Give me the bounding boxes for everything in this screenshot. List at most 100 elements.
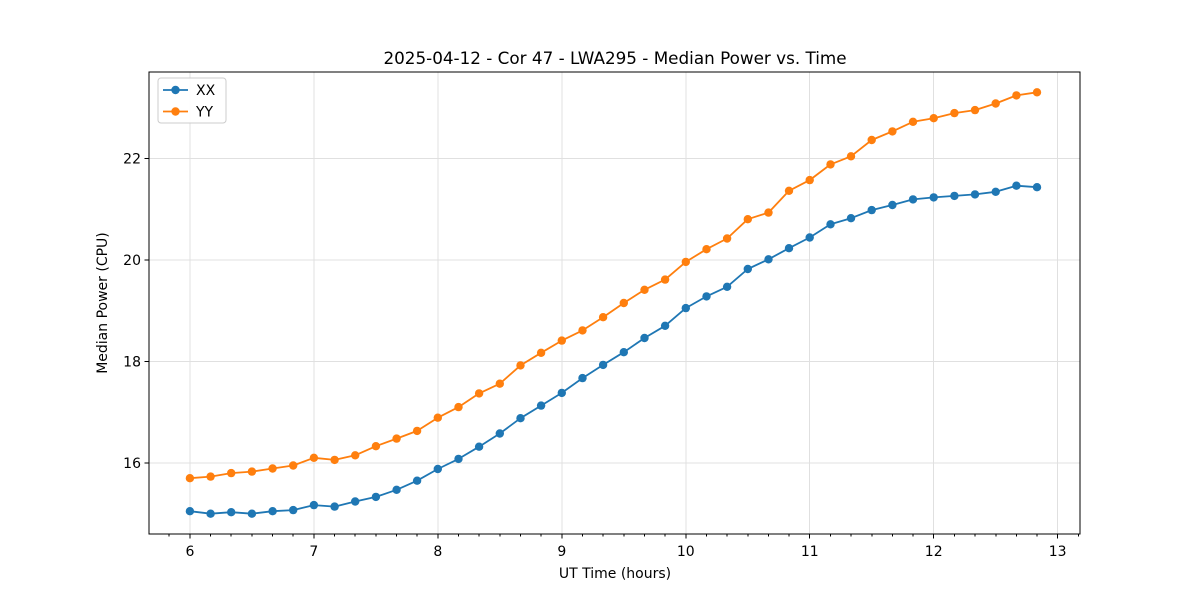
series-XX-point: [309, 500, 319, 510]
series-YY-point: [247, 467, 257, 476]
series-YY-point: [805, 175, 814, 185]
series-YY-point: [681, 257, 690, 267]
x-axis-label: UT Time (hours): [559, 566, 671, 582]
series-YY-point: [929, 114, 938, 123]
series-YY-point: [784, 186, 794, 195]
y-tick-label: 16: [123, 456, 141, 472]
series-XX-point: [289, 505, 298, 515]
gridlines: [149, 72, 1080, 534]
series-XX-point: [412, 476, 422, 485]
series-XX-point: [247, 509, 257, 518]
series-YY-point: [660, 275, 670, 284]
series-XX: [185, 181, 1042, 518]
series-YY-point: [640, 285, 649, 294]
series-XX-point: [1032, 183, 1042, 192]
plot-area: 6 7 8 9 10 11 12 13 16 18 20 22: [123, 71, 1081, 560]
series-YY-point: [743, 215, 752, 224]
series-YY-point: [846, 152, 856, 161]
series-YY-point: [557, 336, 566, 345]
series-YY-point: [371, 442, 381, 451]
series-XX-point: [578, 373, 587, 383]
series-YY-point: [970, 105, 980, 115]
series-YY-point: [598, 313, 608, 322]
legend-item-YY: YY: [163, 105, 214, 121]
series-YY-point: [991, 99, 1000, 108]
y-tick-label: 18: [123, 354, 141, 370]
series-XX-point: [619, 348, 628, 357]
series-YY-point: [536, 348, 546, 357]
series-XX-point: [516, 414, 525, 423]
x-tick-label: 6: [185, 544, 194, 560]
series-YY-point: [578, 326, 587, 335]
series-YY-point: [495, 379, 504, 388]
legend-label: YY: [195, 105, 214, 121]
series-XX-point: [846, 214, 856, 223]
series-XX-point: [702, 292, 711, 301]
y-axis-label: Median Power (CPU): [95, 232, 111, 374]
axes-background: [149, 72, 1080, 534]
series-XX-point: [950, 191, 959, 201]
series-YY-point: [392, 434, 401, 443]
series-XX-point: [227, 508, 236, 517]
series-YY-point: [289, 461, 298, 470]
y-tick-label: 22: [123, 151, 141, 167]
series-YY-point: [826, 160, 835, 169]
x-tick-label: 8: [433, 544, 442, 560]
legend-marker-circle-icon: [171, 85, 180, 95]
series-YY-point: [185, 474, 195, 483]
x-tick-label: 13: [1049, 544, 1067, 560]
series-XX-point: [805, 233, 814, 242]
series-XX-point: [743, 264, 752, 274]
legend: XX YY: [157, 77, 227, 124]
series-YY-point: [1012, 91, 1021, 100]
series-XX-point: [991, 187, 1000, 196]
series-XX-point: [557, 388, 566, 398]
series-YY-point: [764, 208, 773, 217]
series-YY-point: [227, 468, 236, 478]
series-XX-point: [433, 464, 442, 474]
series-YY-point: [454, 402, 463, 412]
series-XX-point: [495, 429, 504, 438]
series-YY-point: [474, 389, 484, 398]
x-tick-label: 10: [677, 544, 695, 560]
series-YY-point: [619, 298, 628, 308]
series-XX-point: [351, 497, 360, 506]
series-YY-point: [309, 453, 319, 462]
series-XX-point: [206, 509, 215, 518]
series-YY-point: [867, 135, 876, 145]
series-XX-point: [929, 193, 938, 202]
series-XX-point: [784, 244, 794, 253]
legend-label: XX: [196, 83, 216, 99]
series-XX-point: [268, 507, 277, 516]
series-YY-point: [516, 361, 525, 370]
ticks: [144, 157, 1080, 539]
series-YY: [185, 88, 1042, 483]
legend-frame: [157, 77, 227, 124]
series-XX-point: [970, 190, 980, 199]
tick-labels: 6 7 8 9 10 11 12 13 16 18 20 22: [123, 151, 1066, 560]
x-tick-label: 9: [557, 544, 566, 560]
series-XX-point: [867, 205, 876, 215]
series-XX-point: [185, 507, 195, 516]
series-YY-point: [412, 426, 422, 436]
x-tick-label: 11: [801, 544, 819, 560]
x-tick-label: 7: [309, 544, 318, 560]
legend-marker-circle-icon: [171, 107, 180, 116]
series-XX-point: [598, 360, 608, 370]
series-XX-point: [474, 442, 484, 451]
series-YY-point: [206, 472, 215, 481]
axes-spines: [148, 71, 1081, 535]
series-YY-point: [1032, 88, 1042, 97]
series-YY-point: [908, 117, 918, 127]
series-YY-point: [950, 108, 959, 118]
series-YY-point: [722, 234, 732, 243]
series-YY-point: [330, 455, 339, 465]
series-XX-point: [888, 200, 897, 210]
series-YY-point: [351, 451, 360, 460]
series-XX-point: [454, 454, 463, 464]
x-tick-label: 12: [925, 544, 943, 560]
series-XX-point: [681, 303, 690, 313]
series-XX-point: [330, 502, 339, 511]
legend-item-XX: XX: [163, 83, 216, 99]
